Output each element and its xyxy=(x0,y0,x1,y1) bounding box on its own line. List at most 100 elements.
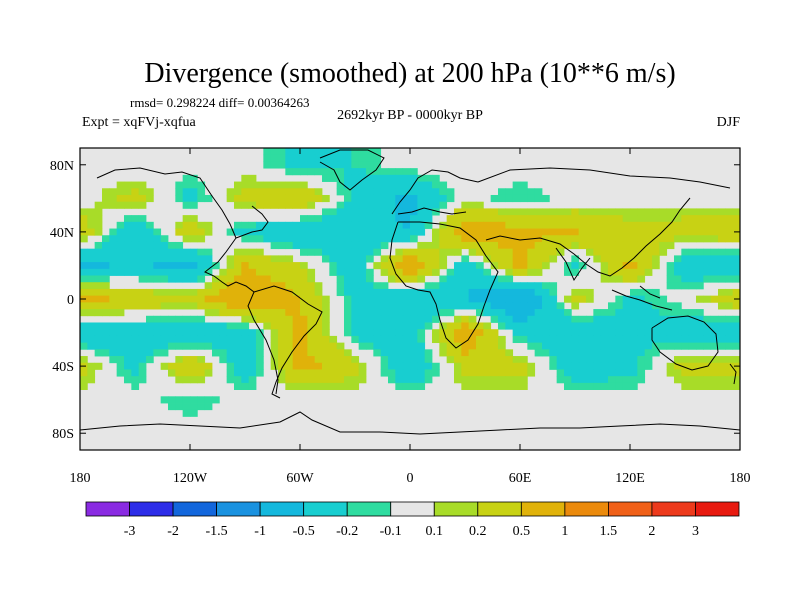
field-cell xyxy=(351,161,360,169)
field-cell xyxy=(630,382,638,390)
field-cell xyxy=(358,148,367,156)
field-cell xyxy=(630,349,638,357)
field-cell xyxy=(432,174,440,182)
field-cell xyxy=(718,221,726,229)
field-cell xyxy=(549,335,558,344)
field-cell xyxy=(87,208,96,216)
field-cell xyxy=(366,194,374,203)
field-cell xyxy=(138,248,147,256)
colorbar-swatch xyxy=(303,501,348,517)
field-cell xyxy=(542,194,550,203)
field-cell xyxy=(644,342,653,350)
field-cell xyxy=(652,241,660,250)
field-cell xyxy=(490,235,499,243)
field-cell xyxy=(358,302,367,310)
field-cell xyxy=(542,235,550,243)
field-cell xyxy=(512,181,521,189)
field-cell xyxy=(197,335,206,344)
field-cell xyxy=(542,208,550,216)
field-cell xyxy=(432,194,440,203)
field-cell xyxy=(402,322,411,330)
field-cell xyxy=(600,335,609,344)
field-cell xyxy=(344,295,352,303)
field-cell xyxy=(410,194,418,203)
field-cell xyxy=(600,349,609,357)
field-cell xyxy=(241,302,250,310)
field-cell xyxy=(322,349,330,357)
field-cell xyxy=(314,221,323,229)
field-cell xyxy=(490,335,499,344)
field-cell xyxy=(424,322,433,330)
field-cell xyxy=(366,315,374,323)
field-cell xyxy=(226,288,235,297)
field-cell xyxy=(710,295,719,303)
field-cell xyxy=(160,235,169,243)
field-cell xyxy=(556,241,565,250)
field-cell xyxy=(505,356,514,364)
field-cell xyxy=(336,255,345,263)
field-cell xyxy=(410,335,418,344)
field-cell xyxy=(468,282,477,290)
field-cell xyxy=(718,295,726,303)
field-cell xyxy=(256,248,264,256)
field-cell xyxy=(344,322,352,330)
field-cell xyxy=(278,282,286,290)
field-cell xyxy=(718,369,726,377)
field-cell xyxy=(146,349,154,357)
field-cell xyxy=(710,262,719,270)
field-cell xyxy=(542,221,550,229)
field-cell xyxy=(644,309,653,317)
field-cell xyxy=(424,201,433,209)
field-cell xyxy=(153,255,162,263)
field-cell xyxy=(292,382,301,390)
field-cell xyxy=(329,168,338,176)
field-cell xyxy=(410,362,418,370)
field-cell xyxy=(424,194,433,203)
field-cell xyxy=(483,288,492,297)
field-cell xyxy=(329,228,338,236)
field-cell xyxy=(674,356,682,364)
field-cell xyxy=(439,181,448,189)
field-cell xyxy=(608,208,616,216)
field-cell xyxy=(417,349,426,357)
field-cell xyxy=(446,349,455,357)
field-cell xyxy=(732,342,740,350)
field-cell xyxy=(424,309,433,317)
field-cell xyxy=(322,322,330,330)
field-cell xyxy=(432,208,440,216)
field-cell xyxy=(498,262,506,270)
field-cell xyxy=(358,268,367,276)
field-cell xyxy=(439,282,448,290)
field-cell xyxy=(388,275,396,283)
field-cell xyxy=(336,215,345,223)
field-cell xyxy=(219,356,228,364)
field-cell xyxy=(109,356,118,364)
field-cell xyxy=(718,228,726,236)
field-cell xyxy=(248,315,257,323)
field-cell xyxy=(608,315,616,323)
field-cell xyxy=(344,215,352,223)
field-cell xyxy=(190,221,198,229)
field-cell xyxy=(314,295,323,303)
field-cell xyxy=(483,335,492,344)
field-cell xyxy=(564,362,572,370)
field-cell xyxy=(395,168,404,176)
field-cell xyxy=(314,349,323,357)
field-cell xyxy=(329,362,338,370)
field-cell xyxy=(615,349,624,357)
field-cell xyxy=(263,302,272,310)
colorbar: -3 -2 -1.5 -1 -0.5 -0.2 -0.1 0.1 0.2 0.5 1 1.5 2 3 xyxy=(85,501,740,539)
field-cell xyxy=(366,168,374,176)
field-cell xyxy=(366,188,374,196)
field-cell xyxy=(175,329,184,337)
field-cell xyxy=(454,208,462,216)
field-cell xyxy=(424,268,433,276)
field-cell xyxy=(556,235,565,243)
field-cell xyxy=(329,342,338,350)
field-cell xyxy=(300,362,308,370)
field-cell xyxy=(322,255,330,263)
field-cell xyxy=(285,322,294,330)
field-cell xyxy=(600,248,609,256)
field-cell xyxy=(373,161,382,169)
field-cell xyxy=(94,275,103,283)
